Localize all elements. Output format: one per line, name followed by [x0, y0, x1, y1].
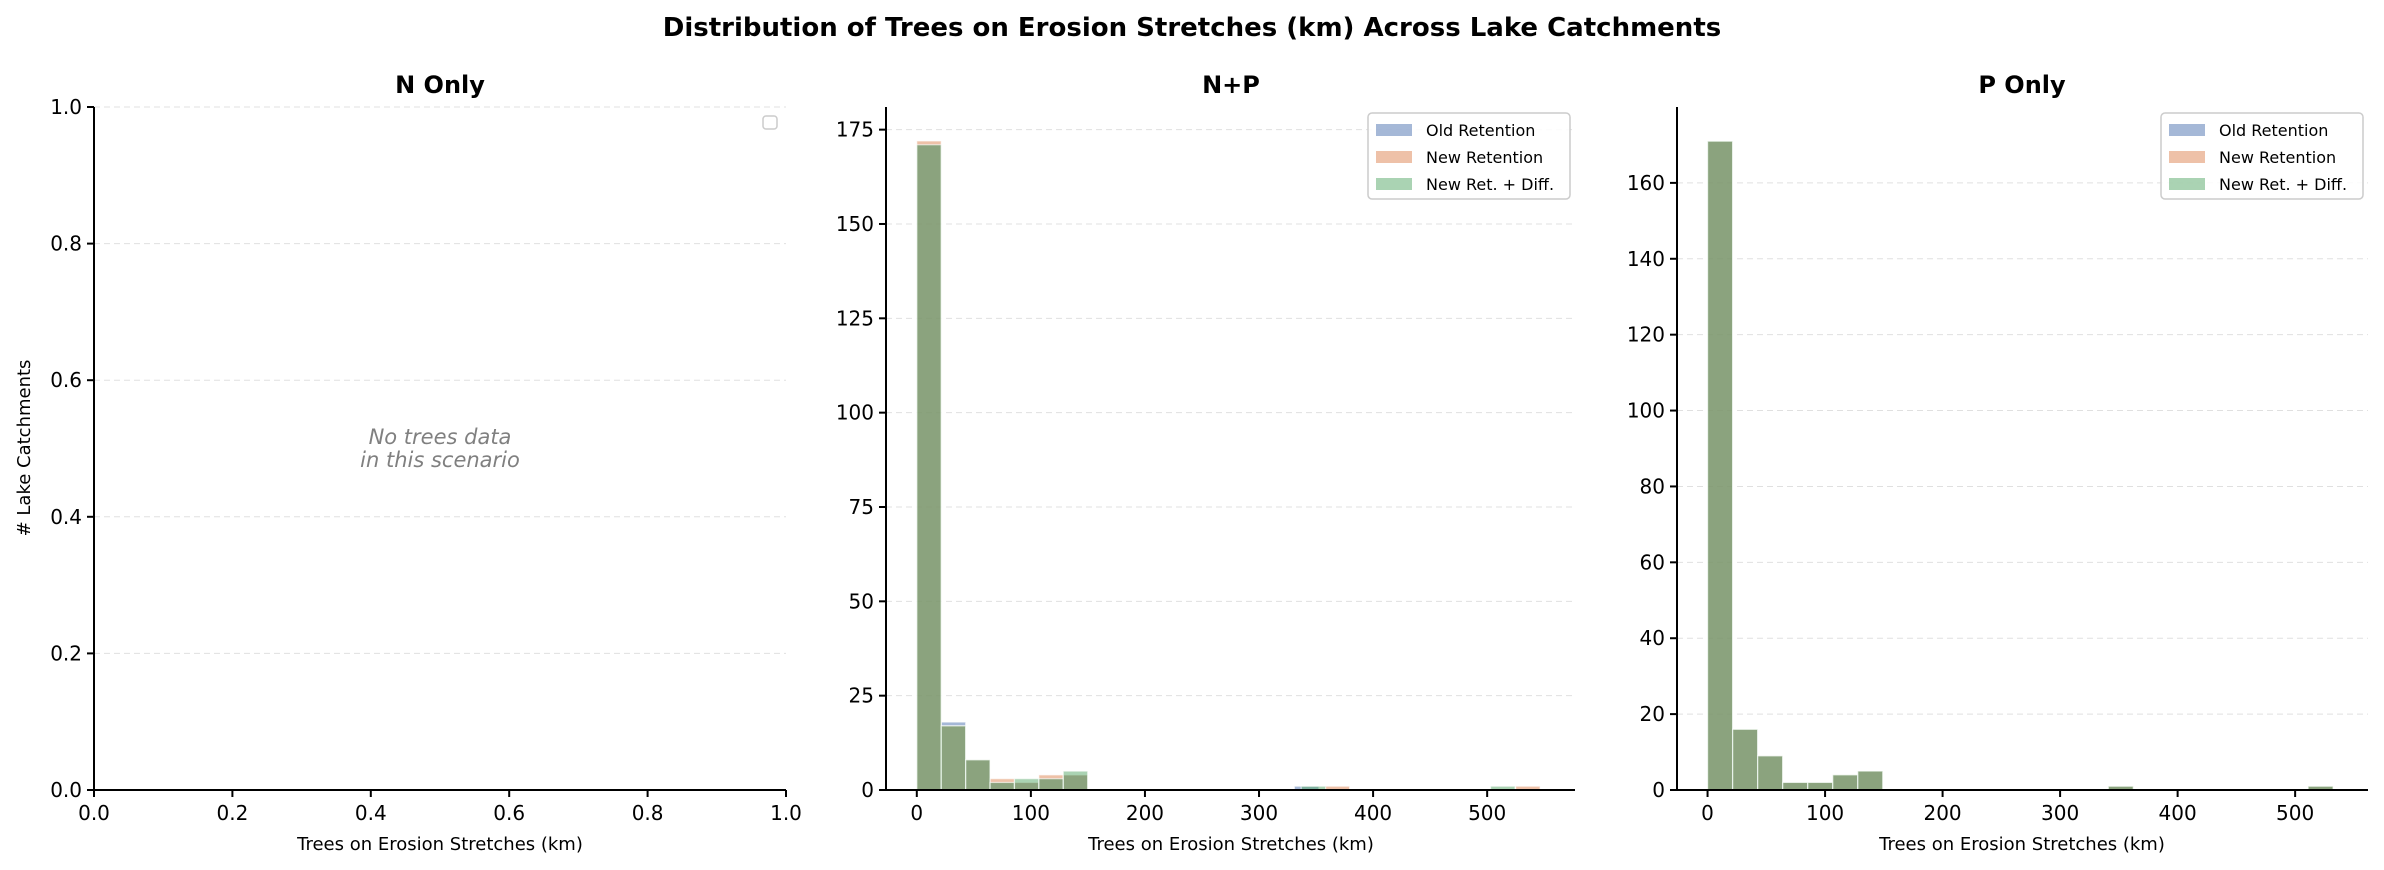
x-tick-label: 500: [2276, 801, 2314, 825]
legend-label: New Retention: [1426, 148, 1543, 167]
x-axis-label: Trees on Erosion Stretches (km): [1878, 834, 2165, 855]
y-tick-label: 25: [849, 684, 874, 708]
y-tick-label: 0: [1652, 778, 1665, 802]
histogram-bar: [1706, 140, 1734, 791]
no-data-message: in this scenario: [360, 448, 520, 472]
y-tick-label: 50: [849, 589, 874, 613]
x-tick-label: 400: [2159, 801, 2197, 825]
histogram-bar: [1731, 728, 1759, 791]
y-tick-label: 100: [1627, 399, 1665, 423]
x-tick-label: 0.2: [216, 801, 248, 825]
y-tick-label: 125: [836, 306, 874, 330]
legend-swatch: [1376, 151, 1412, 163]
x-tick-label: 500: [1468, 801, 1506, 825]
y-tick-label: 60: [1640, 550, 1665, 574]
gridlines: [886, 129, 1575, 697]
histogram-bar: [1807, 781, 1834, 791]
empty-legend-box: [762, 115, 778, 130]
y-tick-label: 150: [836, 212, 874, 236]
y-tick-label: 75: [849, 495, 874, 519]
panel-n-only: N Only 0.0 0.2 0.4 0.6 0.8 1.0 0.0 0.2 0.4 0.6 0.8…: [14, 71, 802, 855]
y-tick-label: 80: [1640, 474, 1665, 498]
x-tick-label: 0.4: [355, 801, 387, 825]
legend-swatch: [2169, 151, 2205, 163]
no-data-message: No trees data: [369, 425, 512, 449]
x-tick-label: 0: [910, 801, 923, 825]
histogram-bar: [1757, 755, 1784, 791]
legend-label: New Ret. + Diff.: [2219, 175, 2347, 194]
y-tick-label: 160: [1627, 171, 1665, 195]
y-tick-label: 40: [1640, 626, 1665, 650]
y-axis-label: # Lake Catchments: [14, 360, 35, 537]
histogram-bar: [1038, 778, 1064, 791]
histogram-bar: [965, 759, 991, 791]
axes: 0 100 200 300 400 500 0 25 50 75 100 125 150 175: [836, 107, 1575, 825]
x-tick-label: 200: [1126, 801, 1164, 825]
x-tick-label: 1.0: [770, 801, 802, 825]
axes: 0.0 0.2 0.4 0.6 0.8 1.0 0.0 0.2 0.4 0.6 0.8 1.0: [50, 95, 802, 825]
x-tick-label: 0.8: [632, 801, 664, 825]
histogram-bar: [989, 781, 1016, 791]
panel-p-only: P Only 0 100 200 300 400 500 0 20 40 60 80 100 120 14…: [1627, 71, 2368, 855]
x-tick-label: 400: [1354, 801, 1392, 825]
figure-title: Distribution of Trees on Erosion Stretch…: [663, 13, 1721, 43]
histogram-bar: [1782, 781, 1809, 791]
x-tick-label: 100: [1806, 801, 1844, 825]
legend: Old Retention New Retention New Ret. + Dif…: [1367, 112, 1571, 200]
histogram-bar: [916, 144, 942, 791]
panel-title: P Only: [1978, 71, 2066, 99]
y-tick-label: 0.8: [50, 232, 82, 256]
y-tick-label: 0.0: [50, 778, 82, 802]
y-tick-label: 1.0: [50, 95, 82, 119]
y-tick-label: 140: [1627, 247, 1665, 271]
panel-title: N Only: [395, 71, 485, 99]
x-tick-label: 0.6: [493, 801, 525, 825]
x-tick-label: 200: [1923, 801, 1961, 825]
legend-swatch: [1376, 124, 1412, 136]
legend-label: Old Retention: [2219, 121, 2328, 140]
legend-swatch: [2169, 124, 2205, 136]
histogram-bars: [916, 140, 1541, 791]
legend-label: New Retention: [2219, 148, 2336, 167]
y-tick-label: 0.4: [50, 505, 82, 529]
x-tick-label: 300: [1240, 801, 1278, 825]
legend-swatch: [1376, 178, 1412, 190]
x-tick-label: 300: [2041, 801, 2079, 825]
x-axis-label: Trees on Erosion Stretches (km): [1087, 834, 1374, 855]
histogram-bar: [940, 725, 967, 791]
gridlines: [94, 106, 786, 654]
y-tick-label: 120: [1627, 323, 1665, 347]
legend-label: New Ret. + Diff.: [1426, 175, 1554, 194]
histogram-bar: [1832, 774, 1859, 791]
x-axis-label: Trees on Erosion Stretches (km): [296, 834, 583, 855]
legend-label: Old Retention: [1426, 121, 1535, 140]
axes: 0 100 200 300 400 500 0 20 40 60 80 100 120 140 160: [1627, 107, 2368, 825]
histogram-bars: [1706, 140, 2334, 791]
gridlines: [1677, 182, 2368, 715]
x-tick-label: 0.0: [78, 801, 110, 825]
legend-frame: [1367, 112, 1571, 200]
y-tick-label: 20: [1640, 702, 1665, 726]
y-tick-label: 0.2: [50, 641, 82, 665]
y-tick-label: 0.6: [50, 368, 82, 392]
histogram-bar: [1857, 770, 1884, 791]
x-tick-label: 100: [1012, 801, 1050, 825]
legend: Old Retention New Retention New Ret. + Dif…: [2160, 112, 2364, 200]
panel-title: N+P: [1202, 71, 1260, 99]
legend-frame: [2160, 112, 2364, 200]
y-tick-label: 0: [861, 778, 874, 802]
histogram-bar: [1013, 778, 1040, 791]
y-tick-label: 175: [836, 118, 874, 142]
histogram-bar: [1062, 770, 1089, 791]
panel-n-plus-p: N+P 0 100 200 300 400 5000255075100125150175 …: [836, 71, 1575, 855]
y-tick-label: 100: [836, 401, 874, 425]
x-tick-label: 0: [1701, 801, 1714, 825]
legend-swatch: [2169, 178, 2205, 190]
